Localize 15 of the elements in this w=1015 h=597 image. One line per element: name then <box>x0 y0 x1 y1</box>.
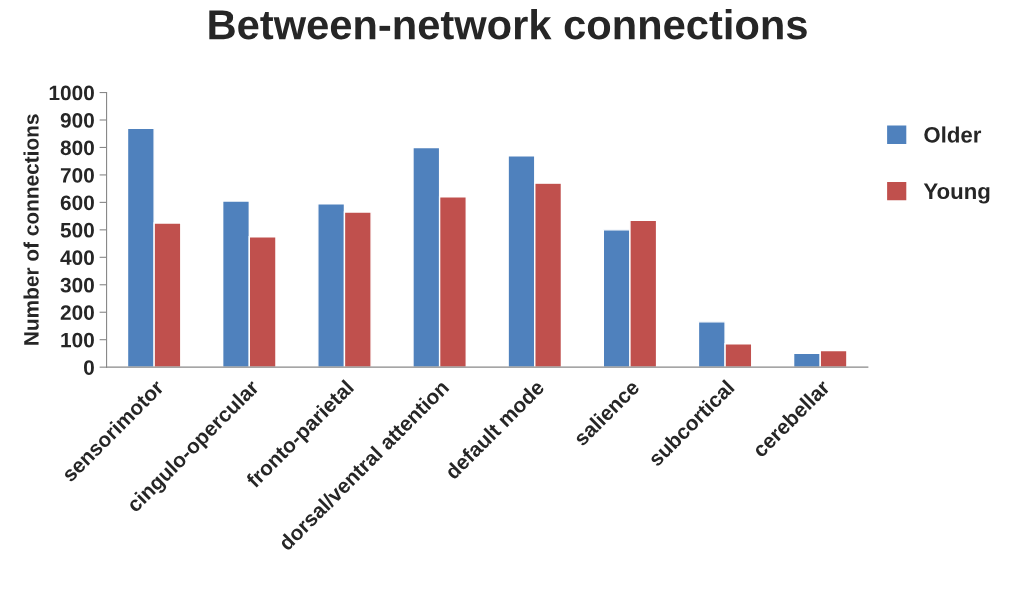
y-tick-label: 800 <box>60 140 94 156</box>
y-tick-label: 600 <box>60 195 94 211</box>
y-tick-label: 400 <box>60 250 94 266</box>
chart-title: Between-network connections <box>209 8 807 40</box>
y-tick-label: 200 <box>60 305 94 320</box>
y-tick-label: 1000 <box>49 85 94 101</box>
y-axis-title: Number of connections <box>23 114 39 345</box>
y-tick-label: 900 <box>60 113 94 128</box>
y-tick-label: 100 <box>61 332 94 348</box>
y-tick-label: 700 <box>60 167 94 183</box>
y-tick-label: 300 <box>60 277 94 293</box>
legend-label: Young <box>923 183 990 204</box>
legend-label: Older <box>924 126 982 143</box>
y-tick-label: 0 <box>84 360 94 375</box>
y-tick-label: 500 <box>60 222 94 238</box>
